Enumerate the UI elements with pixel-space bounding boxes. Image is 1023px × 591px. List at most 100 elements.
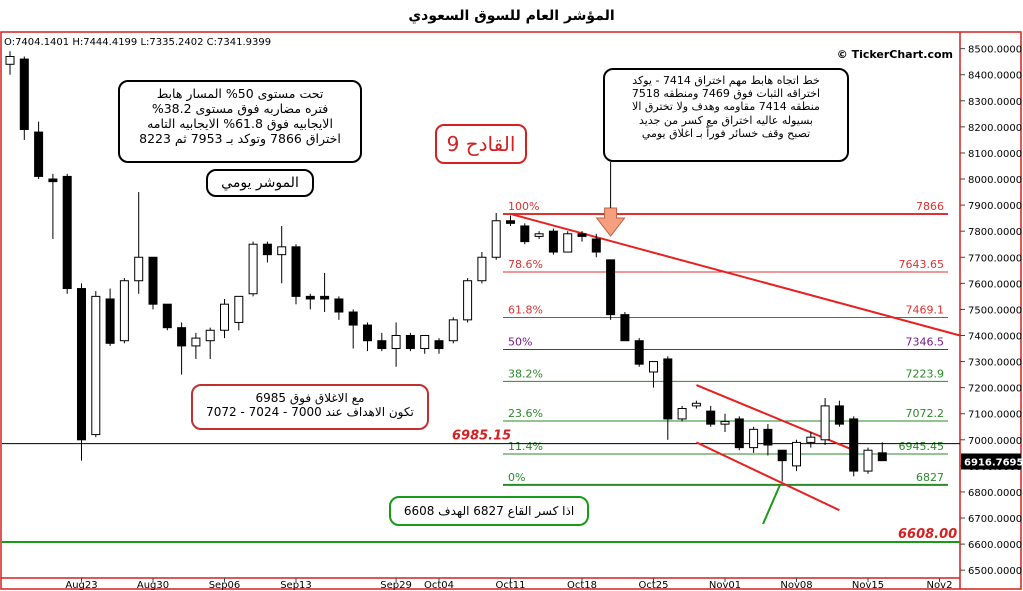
- candle-body: [377, 340, 387, 350]
- x-tick-label: Oct04: [424, 580, 454, 591]
- candle: [834, 400, 844, 427]
- y-tick-label: 7500.0000: [968, 305, 1022, 316]
- close-note-line: تكون الاهداف عند 7000 - 7024 - 7072: [206, 405, 414, 420]
- candle-body: [463, 280, 473, 321]
- candle-body: [691, 402, 701, 407]
- candle-body: [863, 449, 873, 472]
- candle: [420, 334, 430, 354]
- trend-note-box: خط اتجاه هابط مهم اختراق 7414 - يوكد اخت…: [603, 68, 849, 162]
- candle: [706, 405, 716, 427]
- candle-body: [806, 436, 816, 443]
- candle: [162, 303, 172, 331]
- x-tick-label: Nov01: [709, 580, 741, 591]
- candle-body: [5, 55, 15, 65]
- candle: [463, 278, 473, 323]
- candle-body: [720, 421, 730, 425]
- y-tick-label: 8100.0000: [968, 149, 1022, 160]
- candle: [649, 361, 658, 388]
- y-tick-label: 6500.0000: [968, 566, 1022, 577]
- candle: [348, 309, 358, 349]
- outer-frame: [0, 31, 1022, 590]
- trend-note-line: بسيوله عاليه اختراق مع كسر من جديد: [639, 113, 813, 127]
- x-tick-label: Oct11: [495, 580, 525, 591]
- candle: [877, 442, 887, 462]
- candle: [448, 317, 458, 344]
- candle: [105, 288, 115, 346]
- daily-label: الموشر يومي: [221, 175, 299, 191]
- candle-body: [191, 337, 201, 347]
- candle-body: [491, 220, 501, 258]
- candle-body: [834, 405, 844, 425]
- y-tick-label: 7100.0000: [968, 410, 1022, 421]
- fib-level-pct: 100%: [508, 200, 539, 213]
- candle-body: [305, 295, 315, 300]
- candle: [534, 231, 544, 240]
- y-tick-label: 6800.0000: [968, 488, 1022, 499]
- x-tick-label: Sep29: [380, 580, 412, 591]
- candle: [763, 424, 773, 456]
- trend-note-line: منطقه 7414 مقاومه وهدف ولا تخترق الا: [632, 100, 820, 114]
- candle-body: [162, 303, 172, 329]
- fib-level-pct: 11.4%: [508, 440, 543, 453]
- candle-body: [420, 334, 430, 350]
- candle: [119, 278, 129, 344]
- fibonacci-levels: 100% 7866 78.6% 7643.65 61.8% 7469.1 50% 7346.5…: [503, 200, 948, 486]
- candle: [734, 416, 744, 451]
- break-note: اذا كسر القاع 6827 الهدف 6608: [403, 504, 575, 518]
- fib-level-value: 6827: [916, 471, 944, 484]
- candle: [77, 283, 86, 461]
- x-tick-label: Sep13: [280, 580, 312, 591]
- candle: [506, 215, 515, 226]
- y-tick-label: 7400.0000: [968, 331, 1022, 342]
- target-pointer-line: [762, 484, 781, 525]
- candle-body: [134, 256, 144, 282]
- y-tick-label: 7600.0000: [968, 279, 1022, 290]
- trend-line: [695, 441, 840, 512]
- candle: [677, 405, 687, 422]
- fib-level-value: 6945.45: [899, 440, 945, 453]
- candle-body: [405, 334, 415, 350]
- candle-body: [520, 225, 530, 243]
- fib-level-pct: 38.2%: [508, 367, 543, 380]
- candle-body: [477, 256, 487, 282]
- candle: [620, 312, 630, 342]
- candles: [5, 51, 887, 482]
- candle-body: [606, 259, 616, 316]
- support-line-label: 6985.15: [452, 429, 511, 444]
- fib-note-line: تحت مستوى 50% المسار هابط: [156, 86, 324, 101]
- candle-body: [792, 441, 801, 467]
- candle: [563, 231, 573, 253]
- candle-body: [320, 295, 330, 300]
- candle-body: [334, 298, 344, 313]
- candle-body: [777, 449, 787, 462]
- candle: [177, 322, 187, 375]
- candle: [305, 293, 315, 310]
- candle-body: [563, 233, 573, 253]
- candle-body: [19, 58, 29, 130]
- candle-body: [634, 340, 644, 365]
- fib-level-pct: 78.6%: [508, 258, 543, 271]
- candle: [405, 332, 415, 352]
- fib-note-box: تحت مستوى 50% المسار هابط فتره مضاربه فو…: [118, 80, 362, 163]
- trend-line: [696, 384, 855, 452]
- candle-body: [348, 311, 358, 326]
- candle-body: [177, 327, 187, 347]
- candle: [234, 295, 244, 331]
- candle: [320, 272, 330, 313]
- candle: [248, 241, 258, 297]
- y-tick-label: 7200.0000: [968, 384, 1022, 395]
- candle: [391, 322, 401, 367]
- y-tick-label: 8400.0000: [968, 71, 1022, 82]
- fib-note-line: فتره مضاربه فوق مستوى 38.2%: [151, 101, 329, 116]
- y-tick-label: 7900.0000: [968, 201, 1022, 212]
- candle: [62, 173, 72, 294]
- candle-body: [434, 340, 444, 350]
- x-tick-label: Nov08: [780, 580, 812, 591]
- candle-body: [234, 295, 244, 323]
- candle: [19, 56, 29, 140]
- trend-lines: 6985.15 6608.00: [2, 213, 961, 544]
- candle-body: [77, 288, 86, 441]
- candle-body: [620, 314, 630, 342]
- y-tick-label: 7700.0000: [968, 253, 1022, 264]
